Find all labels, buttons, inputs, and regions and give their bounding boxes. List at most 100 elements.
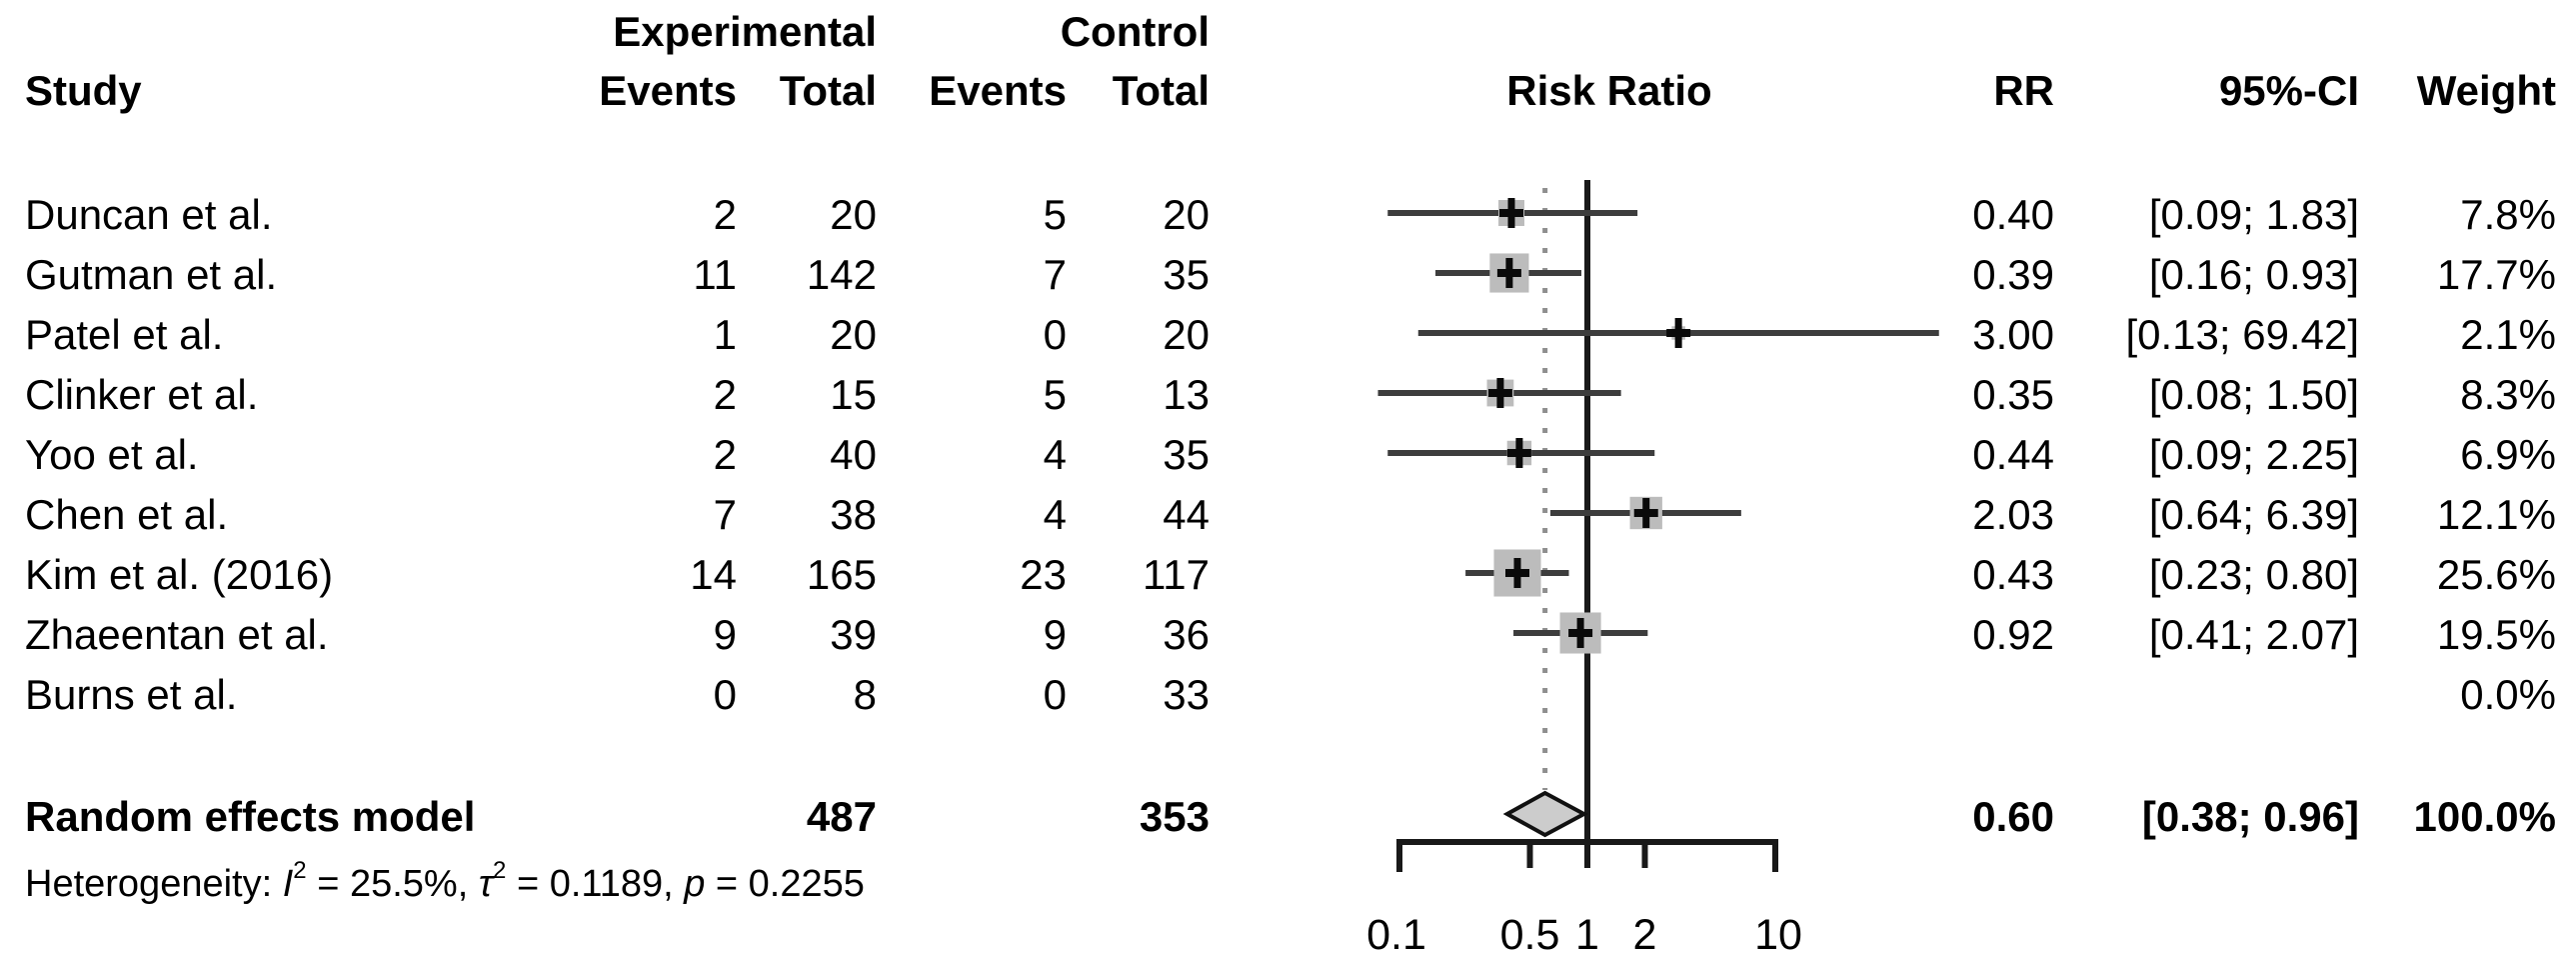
study-cell-weight: 12.1%: [2436, 491, 2556, 538]
study-cell-exp_events: 0: [713, 671, 737, 718]
weight-square: [1671, 326, 1685, 340]
study-cell-weight: 25.6%: [2436, 551, 2556, 598]
study-cell-exp_events: 2: [713, 191, 737, 238]
study-cell-weight: 7.8%: [2460, 191, 2556, 238]
study-cell-ci: [0.16; 0.93]: [2148, 251, 2359, 298]
column-header-ctrl-events: Events: [929, 67, 1067, 114]
het-prefix: Heterogeneity:: [25, 863, 283, 905]
weight-square: [1486, 379, 1514, 407]
study-cell-ci: [0.09; 1.83]: [2148, 191, 2359, 238]
study-cell-exp_events: 2: [713, 371, 737, 418]
axis-tick-label: 0.1: [1366, 911, 1426, 959]
study-cell-ctrl_events: 4: [1043, 431, 1067, 478]
study-cell-exp_events: 1: [713, 311, 737, 358]
study-cell-ci: [0.08; 1.50]: [2148, 371, 2359, 418]
study-cell-ctrl_events: 5: [1043, 191, 1067, 238]
study-cell-ctrl_events: 9: [1043, 611, 1067, 658]
weight-square: [1629, 496, 1662, 530]
i-squared-symbol: I: [282, 863, 294, 905]
study-cell-exp_total: 142: [806, 251, 877, 298]
study-cell-rr: 0.43: [1972, 551, 2054, 598]
column-header-risk-ratio: Risk Ratio: [1506, 67, 1712, 114]
study-cell-exp_total: 38: [830, 491, 877, 538]
axis-tick-label: 0.5: [1499, 911, 1560, 959]
study-cell-ci: [0.09; 2.25]: [2148, 431, 2359, 478]
study-cell-ctrl_events: 4: [1043, 491, 1067, 538]
study-cell-ctrl_total: 44: [1163, 491, 1210, 538]
study-cell-ctrl_total: 33: [1163, 671, 1210, 718]
study-cell-exp_total: 39: [830, 611, 877, 658]
study-cell-study: Clinker et al.: [25, 371, 259, 418]
study-cell-exp_total: 165: [806, 551, 877, 598]
column-header-ci: 95%-CI: [2218, 67, 2359, 114]
study-cell-weight: 6.9%: [2460, 431, 2556, 478]
study-cell-weight: 8.3%: [2460, 371, 2556, 418]
study-cell-rr: 0.39: [1972, 251, 2054, 298]
study-cell-study: Yoo et al.: [25, 431, 199, 478]
study-cell-ci: [0.23; 0.80]: [2148, 551, 2359, 598]
study-cell-weight: 19.5%: [2436, 611, 2556, 658]
study-cell-ci: [0.13; 69.42]: [2125, 311, 2359, 358]
summary-exp-total: 487: [806, 793, 877, 840]
summary-ci: [0.38; 0.96]: [2141, 793, 2359, 840]
study-cell-ctrl_events: 0: [1043, 671, 1067, 718]
summary-rr: 0.60: [1972, 793, 2054, 840]
study-cell-exp_total: 8: [853, 671, 877, 718]
study-cell-exp_total: 20: [830, 311, 877, 358]
study-cell-exp_events: 14: [690, 551, 737, 598]
tau-squared-sup: 2: [493, 857, 507, 884]
study-cell-ctrl_events: 0: [1043, 311, 1067, 358]
study-cell-ctrl_total: 35: [1163, 431, 1210, 478]
study-cell-study: Chen et al.: [25, 491, 229, 538]
summary-diamond: [1502, 790, 1588, 838]
i-squared-sup: 2: [293, 857, 307, 884]
study-cell-exp_events: 11: [693, 251, 737, 298]
study-cell-exp_total: 40: [830, 431, 877, 478]
study-cell-weight: 0.0%: [2460, 671, 2556, 718]
study-cell-rr: 0.35: [1972, 371, 2054, 418]
study-cell-ctrl_total: 13: [1163, 371, 1210, 418]
column-group-control: Control: [1060, 8, 1210, 55]
study-cell-exp_events: 2: [713, 431, 737, 478]
column-header-weight: Weight: [2416, 67, 2556, 114]
axis-tick-label: 2: [1632, 911, 1657, 959]
study-cell-ctrl_events: 7: [1043, 251, 1067, 298]
study-cell-ci: [0.41; 2.07]: [2148, 611, 2359, 658]
weight-square: [1493, 549, 1541, 597]
study-cell-study: Patel et al.: [25, 311, 224, 358]
study-cell-exp_total: 15: [830, 371, 877, 418]
study-cell-ctrl_events: 23: [1020, 551, 1067, 598]
study-cell-ctrl_total: 36: [1163, 611, 1210, 658]
axis-tick-label: 1: [1575, 911, 1599, 959]
column-header-ctrl-total: Total: [1112, 67, 1210, 114]
weight-square: [1559, 612, 1601, 654]
study-cell-study: Burns et al.: [25, 671, 238, 718]
study-cell-exp_events: 7: [713, 491, 737, 538]
study-cell-rr: 3.00: [1972, 311, 2054, 358]
study-cell-study: Kim et al. (2016): [25, 551, 334, 598]
column-group-experimental: Experimental: [613, 8, 877, 55]
summary-ctrl-total: 353: [1139, 793, 1210, 840]
study-cell-study: Duncan et al.: [25, 191, 273, 238]
tau-squared-symbol: τ: [478, 863, 494, 905]
summary-row-label: Random effects model: [25, 793, 476, 840]
study-cell-exp_events: 9: [713, 611, 737, 658]
study-cell-ctrl_total: 35: [1163, 251, 1210, 298]
p-symbol: p: [684, 863, 706, 905]
tau-squared-value: = 0.1189,: [506, 863, 685, 905]
study-cell-rr: 0.92: [1972, 611, 2054, 658]
heterogeneity-stats: Heterogeneity: I2 = 25.5%, τ2 = 0.1189, …: [25, 843, 865, 905]
study-cell-exp_total: 20: [830, 191, 877, 238]
weight-square: [1506, 440, 1532, 466]
study-cell-study: Zhaeentan et al.: [25, 611, 329, 658]
weight-square: [1489, 253, 1529, 293]
weight-square: [1498, 200, 1524, 226]
axis-tick-label: 10: [1754, 911, 1802, 959]
study-cell-study: Gutman et al.: [25, 251, 278, 298]
study-cell-weight: 17.7%: [2436, 251, 2556, 298]
p-value: = 0.2255: [705, 863, 865, 905]
study-cell-rr: 0.44: [1972, 431, 2054, 478]
summary-weight: 100.0%: [2413, 793, 2556, 840]
study-cell-weight: 2.1%: [2460, 311, 2556, 358]
